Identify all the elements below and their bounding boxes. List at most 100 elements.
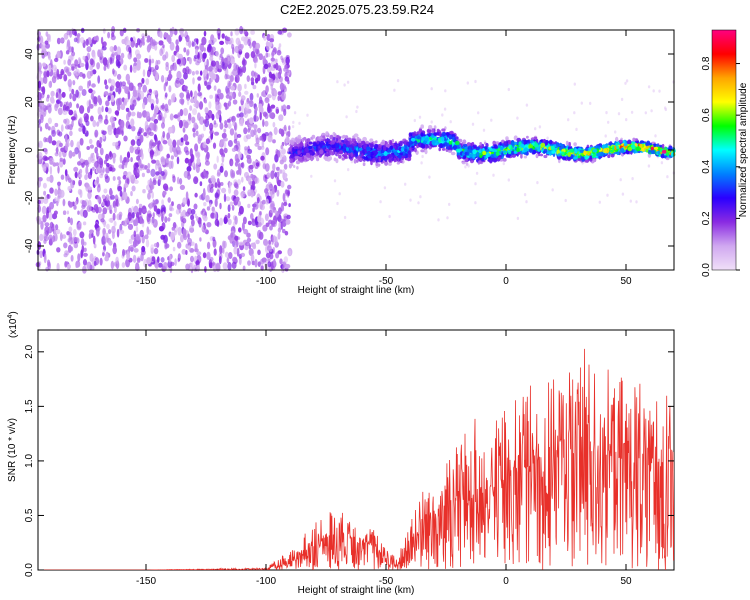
- spectrogram-cell: [276, 150, 281, 158]
- spectrogram-cell: [138, 84, 142, 90]
- spectrogram-cell: [410, 137, 416, 142]
- spectrogram-cell: [647, 85, 651, 89]
- spectrogram-cell: [238, 227, 242, 233]
- spectrogram-cell: [230, 31, 233, 37]
- spectrogram-cell: [195, 152, 200, 159]
- spectrogram-cell: [69, 130, 73, 137]
- spectrogram-cell: [334, 151, 337, 155]
- spectrogram-cell: [523, 155, 528, 159]
- spectrogram-cell: [101, 105, 104, 113]
- y-tick-label: 0: [24, 147, 35, 153]
- spectrogram-cell: [191, 262, 194, 269]
- spectrogram-cell: [146, 213, 151, 223]
- spectrogram-cell: [147, 70, 151, 78]
- spectrogram-cell: [128, 238, 133, 245]
- spectrogram-cell: [134, 217, 139, 227]
- spectrogram-cell: [234, 131, 238, 140]
- spectrogram-cell: [316, 140, 320, 145]
- spectrogram-cell: [170, 231, 175, 241]
- spectrogram-cell: [257, 261, 261, 267]
- spectrogram-cell: [388, 153, 393, 158]
- spectrogram-cell: [466, 149, 472, 153]
- spectrogram-cell: [158, 175, 162, 184]
- spectrogram-cell: [132, 89, 138, 98]
- spectrogram-cell: [58, 142, 63, 148]
- spectrogram-cell: [614, 130, 617, 134]
- spectrogram-cell: [88, 232, 92, 240]
- x-tick-label: 50: [620, 276, 632, 287]
- spectrogram-cell: [551, 188, 554, 192]
- spectrogram-cell: [278, 207, 282, 215]
- spectrogram-cell: [244, 83, 247, 89]
- spectrogram-cell: [474, 182, 477, 186]
- spectrogram-cell: [272, 121, 276, 128]
- spectrogram-cell: [178, 119, 183, 129]
- spectrogram-cell: [50, 96, 55, 104]
- spectrogram-cell: [78, 85, 83, 91]
- spectrogram-cell: [275, 62, 279, 71]
- spectrogram-cell: [74, 69, 80, 76]
- spectrogram-cell: [336, 148, 341, 153]
- spectrogram-cell: [48, 206, 52, 213]
- spectrogram-cell: [126, 113, 130, 121]
- spectrogram-cell: [497, 156, 501, 160]
- spectrogram-cell: [229, 128, 235, 136]
- spectrogram-cell: [346, 147, 349, 152]
- spectrogram-cell: [269, 204, 275, 211]
- spectrogram-cell: [59, 157, 63, 162]
- spectrogram-cell: [79, 231, 85, 239]
- spectrogram-cell: [534, 127, 537, 131]
- spectrogram-cell: [56, 99, 61, 104]
- spectrogram-cell: [189, 105, 193, 111]
- spectrogram-cell: [283, 124, 287, 132]
- spectrogram-cell: [218, 92, 224, 100]
- spectrogram-cell: [148, 58, 152, 67]
- spectrogram-cell: [503, 141, 507, 146]
- spectrogram-cell: [465, 162, 469, 166]
- spectrogram-cell: [196, 157, 201, 165]
- spectrogram-cell: [158, 225, 165, 232]
- spectrogram-x-axis-label: Height of straight line (km): [298, 285, 415, 296]
- spectrogram-cell: [112, 155, 116, 164]
- spectrogram-cell: [107, 128, 113, 136]
- spectrogram-cell: [197, 83, 201, 93]
- spectrogram-cell: [143, 132, 148, 137]
- colorbar: 0.00.20.40.60.8 Normalized spectral ampl…: [701, 29, 749, 277]
- snr-y-ticks: 0.00.51.01.52.0: [24, 344, 674, 577]
- spectrogram-cell: [92, 120, 97, 128]
- spectrogram-cell: [188, 57, 192, 65]
- spectrogram-cell: [47, 51, 51, 59]
- spectrogram-cell: [92, 166, 95, 171]
- spectrogram-cell: [265, 85, 269, 93]
- spectrogram-cell: [213, 85, 217, 91]
- spectrogram-cell: [185, 191, 189, 200]
- spectrogram-cell: [238, 241, 244, 246]
- spectrogram-cell: [209, 256, 214, 262]
- spectrogram-cell: [51, 223, 55, 232]
- spectrogram-cell: [292, 120, 295, 124]
- spectrogram-cell: [224, 120, 228, 126]
- spectrogram-cell: [169, 186, 174, 192]
- spectrogram-cell: [121, 262, 126, 268]
- spectrogram-cell: [130, 118, 135, 127]
- spectrogram-cell: [257, 127, 262, 134]
- spectrogram-cell: [173, 229, 177, 236]
- x-tick-label: 50: [620, 576, 632, 587]
- spectrogram-cell: [385, 143, 390, 148]
- spectrogram-cell: [449, 120, 452, 124]
- spectrogram-cell: [456, 152, 460, 156]
- spectrogram-cell: [43, 190, 47, 196]
- x-tick-label: -150: [136, 576, 156, 587]
- spectrogram-cell: [343, 83, 346, 87]
- spectrogram-cell: [259, 211, 263, 216]
- spectrogram-cell: [260, 155, 265, 161]
- spectrogram-cell: [325, 138, 328, 142]
- spectrogram-cell: [57, 195, 60, 204]
- spectrogram-cell: [267, 134, 273, 143]
- spectrogram-cell: [108, 240, 113, 246]
- spectrogram-cell: [76, 103, 80, 109]
- spectrogram-cell: [240, 193, 244, 199]
- spectrogram-cell: [110, 260, 115, 270]
- spectrogram-cell: [162, 191, 167, 196]
- spectrogram-cell: [100, 36, 104, 45]
